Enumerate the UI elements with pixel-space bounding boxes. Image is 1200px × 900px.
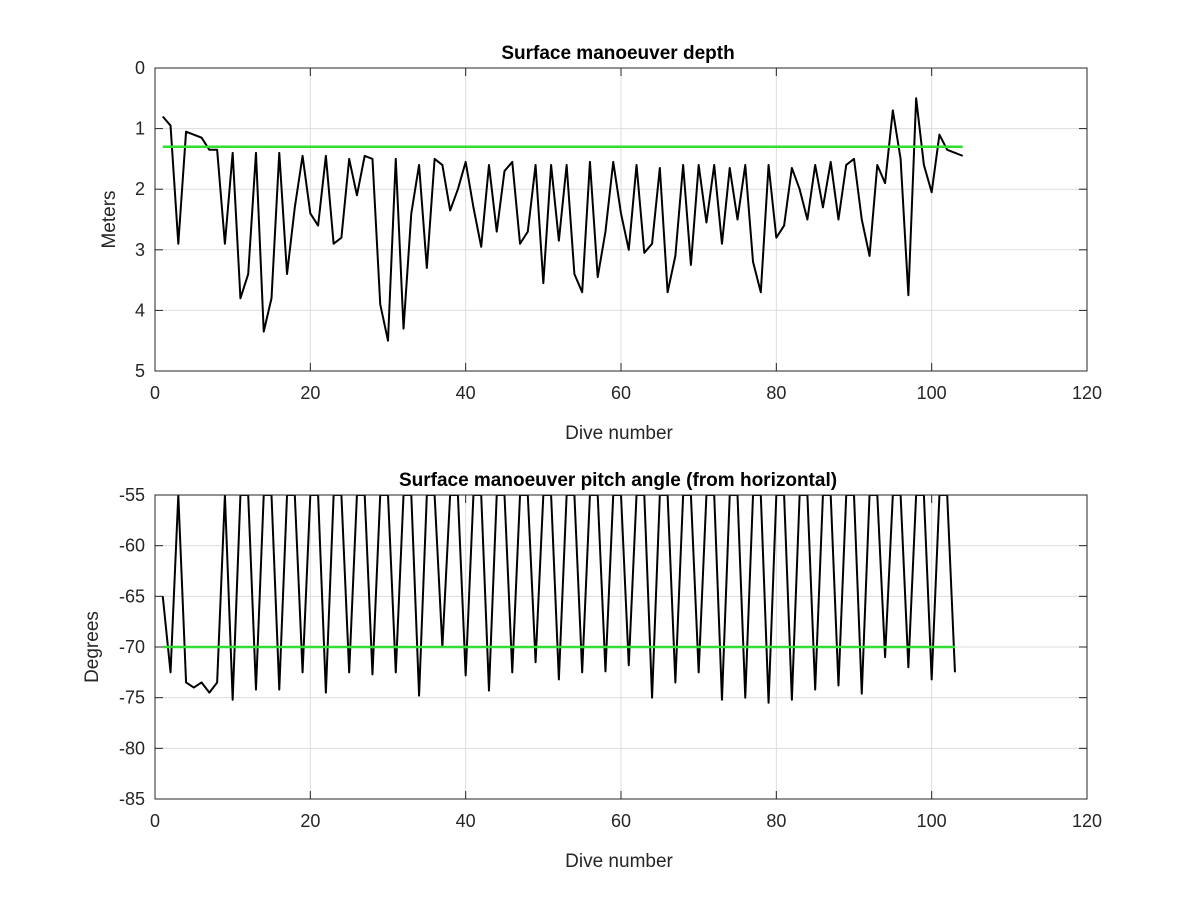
chart-title: Surface manoeuver pitch angle (from hori… <box>399 470 837 491</box>
series-line <box>162 97 964 342</box>
y-axis-label: Meters <box>99 190 120 248</box>
y-tick-label: 5 <box>135 361 145 381</box>
x-tick-label: 60 <box>611 811 631 831</box>
x-tick-label: 20 <box>300 383 320 403</box>
y-tick-label: -85 <box>119 789 145 809</box>
chart-title: Surface manoeuver depth <box>501 43 734 64</box>
y-tick-label: -70 <box>119 637 145 657</box>
x-axis-label: Dive number <box>565 851 673 872</box>
y-tick-label: -65 <box>119 586 145 606</box>
y-tick-label: 3 <box>135 240 145 260</box>
axes-frame <box>154 494 1088 800</box>
x-tick-label: 80 <box>766 811 786 831</box>
y-tick-label: 0 <box>135 58 145 78</box>
axes-frame <box>154 67 1088 372</box>
x-tick-label: 100 <box>917 383 947 403</box>
y-tick-label: -60 <box>119 536 145 556</box>
x-tick-label: 40 <box>456 811 476 831</box>
series-line <box>161 495 956 704</box>
x-tick-label: 80 <box>766 383 786 403</box>
x-tick-label: 40 <box>456 383 476 403</box>
y-tick-label: 1 <box>135 119 145 139</box>
y-tick-label: 2 <box>135 179 145 199</box>
x-tick-label: 20 <box>300 811 320 831</box>
x-tick-label: 120 <box>1072 383 1102 403</box>
y-tick-label: 4 <box>135 300 145 320</box>
y-tick-label: -80 <box>119 738 145 758</box>
pitch-chart: 0 20 40 60 80 100 120 -55 -60 -65 -70 -75 -80 -85 Surf… <box>82 470 1102 872</box>
x-tick-label: 120 <box>1072 811 1102 831</box>
depth-chart: 0 20 40 60 80 100 120 0 1 2 3 4 5 Surface manoeuver d… <box>99 43 1102 444</box>
y-tick-label: -75 <box>119 688 145 708</box>
x-axis-label: Dive number <box>565 423 673 444</box>
x-tick-label: 100 <box>917 811 947 831</box>
x-tick-label: 0 <box>150 383 160 403</box>
y-axis-label: Degrees <box>82 611 103 683</box>
x-tick-label: 60 <box>611 383 631 403</box>
y-tick-label: -55 <box>119 485 145 505</box>
x-tick-label: 0 <box>150 811 160 831</box>
